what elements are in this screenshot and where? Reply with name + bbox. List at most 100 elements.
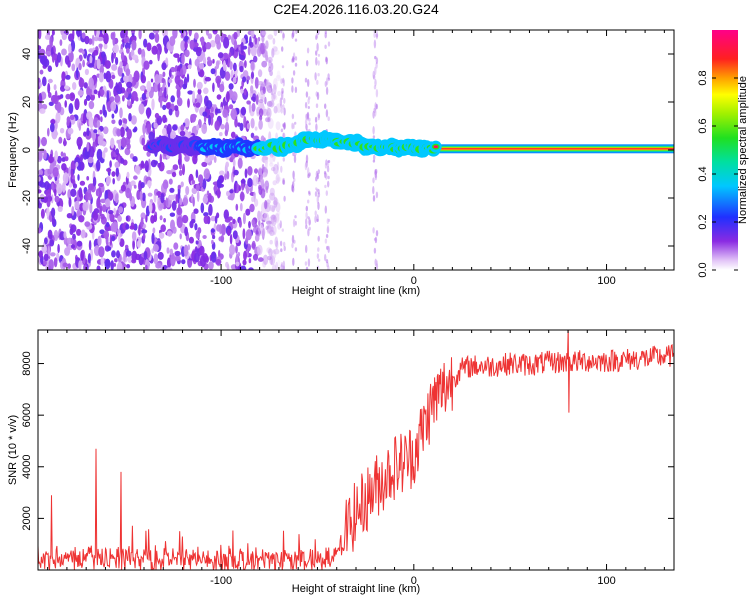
spectrogram-noise-cell xyxy=(279,97,283,106)
spectrogram-noise-cell xyxy=(273,196,278,208)
spectrogram-noise-cell xyxy=(307,228,310,237)
spectrogram-noise-cell xyxy=(104,258,111,270)
spectrogram-noise-cell xyxy=(71,206,75,216)
spectrogram-noise-cell xyxy=(324,44,327,49)
spectrogram-noise-cell xyxy=(96,58,101,70)
spectrogram-noise-cell xyxy=(272,180,277,186)
spectrogram-noise-cell xyxy=(111,235,116,242)
spectrogram-noise-cell xyxy=(249,203,255,213)
spectrogram-noise-cell xyxy=(264,199,268,210)
spectrogram-noise-cell xyxy=(225,161,229,168)
spectrogram-noise-cell xyxy=(169,36,176,47)
spectrogram-noise-cell xyxy=(280,30,283,34)
colorbar: 0.0 0.2 0.4 0.6 0.8 Normalized spectral ampl… xyxy=(697,30,749,278)
spectrogram-noise-cell xyxy=(324,162,328,169)
spectrogram-noise-cell xyxy=(120,137,127,148)
spectrogram-noise-cell xyxy=(213,104,217,109)
spectrogram-noise-cell xyxy=(55,111,61,124)
spectrogram-noise-cell xyxy=(260,188,266,199)
spectrogram-noise-cell xyxy=(271,48,275,58)
spectrogram-noise-cell xyxy=(317,192,321,198)
snr-xtick-label: 100 xyxy=(597,575,615,587)
spectrogram-noise-cell xyxy=(375,230,379,237)
spectrogram-noise-cell xyxy=(159,215,163,221)
spectrogram-noise-cell xyxy=(53,84,57,91)
spectrogram-noise-cell xyxy=(83,82,88,89)
spectrogram-noise-cell xyxy=(202,178,207,190)
spectrogram-noise-cell xyxy=(126,128,132,140)
spectrogram-noise-cell xyxy=(317,112,320,121)
spectrogram-noise-cell xyxy=(169,248,174,256)
spectrogram-noise-cell xyxy=(374,78,377,87)
spectrogram-noise-cell xyxy=(77,174,80,181)
spectrogram-noise-cell xyxy=(93,36,99,42)
spectrogram-noise-cell xyxy=(61,48,67,56)
spectrogram-noise-cell xyxy=(106,90,110,103)
spectrogram-noise-cell xyxy=(217,52,224,59)
spectrogram-noise-cell xyxy=(280,104,283,108)
spectrogram-noise-cell xyxy=(138,103,145,115)
spectrogram-noise-cell xyxy=(117,215,122,222)
spectrogram-noise-cell xyxy=(161,127,167,136)
spectrogram-noise-cell xyxy=(267,87,272,93)
spectrogram-noise-cell xyxy=(258,184,262,191)
spectrogram-noise-cell xyxy=(123,118,128,125)
spectrogram-noise-cell xyxy=(105,70,112,83)
spectrogram-noise-cell xyxy=(212,30,217,33)
spectrogram-noise-cell xyxy=(118,232,121,243)
spectrogram-noise-cell xyxy=(199,62,205,70)
spectrogram-noise-cell xyxy=(87,183,95,191)
spectrogram-noise-cell xyxy=(49,239,55,247)
spectrogram-noise-cell xyxy=(267,34,274,40)
spectrogram-noise-cell xyxy=(304,162,308,171)
spectrogram-noise-cell xyxy=(260,81,266,87)
spectrogram-noise-cell xyxy=(137,47,142,55)
spectrogram-noise-cell xyxy=(100,213,105,220)
spectrogram-noise-cell xyxy=(41,103,48,110)
spectrogram-noise-cell xyxy=(224,129,228,137)
spectrogram-noise-cell xyxy=(39,182,46,188)
spectrogram-noise-cell xyxy=(265,40,269,49)
spectrogram-noise-cell xyxy=(305,91,309,98)
spectrogram-noise-cell xyxy=(291,242,294,249)
spectrogram-noise-cell xyxy=(87,193,93,201)
spectrogram-noise-cell xyxy=(222,60,226,72)
spectrogram-noise-cell xyxy=(270,214,277,220)
spectrogram-noise-cell xyxy=(203,168,210,180)
spectrogram-noise-cell xyxy=(111,250,116,258)
spectrogram-noise-cell xyxy=(110,101,117,112)
spectrogram-noise-cell xyxy=(372,227,375,234)
spectrogram-noise-cell xyxy=(86,127,90,137)
spectrogram-noise-cell xyxy=(236,108,240,114)
spectrogram-noise-cell xyxy=(126,47,130,54)
spectrogram-noise-cell xyxy=(246,100,251,105)
spectrogram-noise-cell xyxy=(115,148,119,156)
spectrogram-noise-cell xyxy=(215,108,222,114)
spectrogram-noise-cell xyxy=(192,196,195,207)
spectrogram-noise-cell xyxy=(59,39,63,46)
spectrogram-noise-cell xyxy=(89,55,93,64)
spectrogram-noise-cell xyxy=(283,122,286,130)
spectrogram-noise-cell xyxy=(152,227,156,234)
spectrogram-noise-cell xyxy=(66,116,71,124)
spectrogram-noise-cell xyxy=(48,234,53,240)
spectrogram-noise-cell xyxy=(274,212,280,224)
spectrogram-noise-cell xyxy=(199,245,205,256)
spectrogram-noise-cell xyxy=(240,179,246,184)
spectrogram-noise-cell xyxy=(57,52,62,63)
spectrogram-noise-cell xyxy=(180,40,186,52)
spectrogram-noise-cell xyxy=(171,200,177,211)
spectrogram-noise-cell xyxy=(103,43,108,50)
spectrogram-noise-cell xyxy=(233,62,237,72)
spectrogram-noise-cell xyxy=(239,55,246,60)
spectrogram-noise-cell xyxy=(68,166,71,177)
spectrogram-noise-cell xyxy=(194,58,200,67)
spectrogram-noise-cell xyxy=(111,74,116,80)
spectrogram-noise-cell xyxy=(156,191,162,196)
spectrogram-noise-cell xyxy=(102,54,105,66)
spectrogram-noise-cell xyxy=(257,244,263,256)
spectrogram-noise-cell xyxy=(316,172,320,180)
spectrogram-noise-cell xyxy=(317,53,321,57)
spectrogram-noise-cell xyxy=(78,77,85,88)
snr-xtick-label: 0 xyxy=(411,575,417,587)
